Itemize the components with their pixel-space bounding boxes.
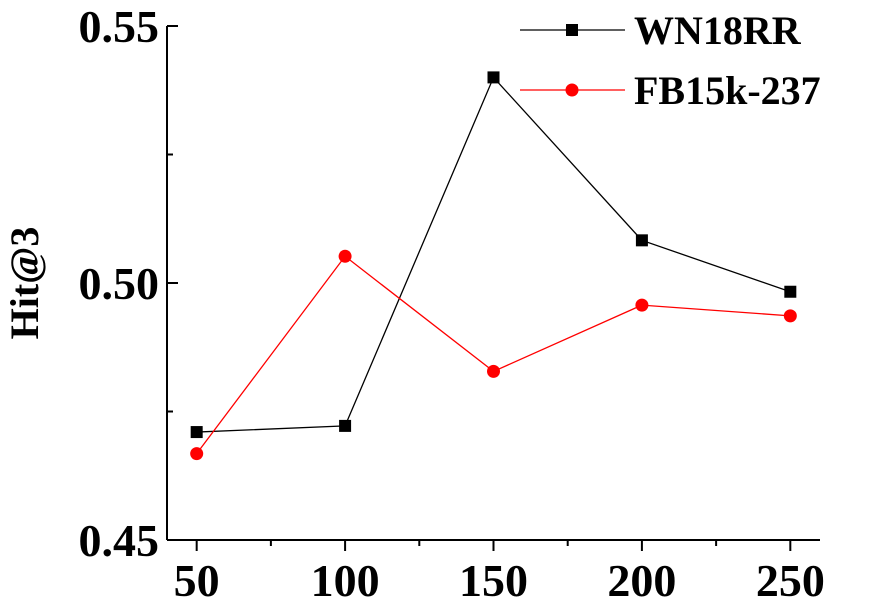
y-tick-label: 0.45 <box>79 515 160 566</box>
series-WN18RR <box>190 71 797 439</box>
series-FB15k-237 <box>190 249 797 461</box>
series-layer <box>190 71 797 461</box>
tick-labels: 0.45 0.50 0.55 50 100 150 200 250 <box>79 1 825 606</box>
data-point <box>635 298 649 312</box>
data-point <box>783 309 797 323</box>
data-point <box>487 71 500 84</box>
data-point <box>487 364 500 378</box>
y-tick-label: 0.50 <box>79 258 160 309</box>
data-point <box>190 426 203 439</box>
data-point <box>784 285 797 298</box>
data-point <box>338 249 352 263</box>
data-point <box>190 447 204 461</box>
x-tick-label: 250 <box>756 555 825 606</box>
x-tick-label: 150 <box>459 555 528 606</box>
x-tick-label: 50 <box>174 555 220 606</box>
legend-marker <box>566 24 578 36</box>
legend-label: WN18RR <box>634 8 802 53</box>
legend-item: WN18RR <box>520 8 802 53</box>
ticks <box>167 25 792 551</box>
series-line <box>196 76 791 433</box>
legend-item: FB15k-237 <box>520 68 821 113</box>
series-line <box>196 255 791 455</box>
y-tick-label: 0.55 <box>79 1 160 52</box>
data-point <box>339 419 352 432</box>
y-axis-title: Hit@3 <box>2 227 47 340</box>
x-tick-label: 100 <box>311 555 380 606</box>
data-point <box>635 234 648 247</box>
x-tick-label: 200 <box>607 555 676 606</box>
legend-marker <box>565 83 579 97</box>
legend: WN18RR FB15k-237 <box>520 8 821 113</box>
legend-label: FB15k-237 <box>634 68 821 113</box>
